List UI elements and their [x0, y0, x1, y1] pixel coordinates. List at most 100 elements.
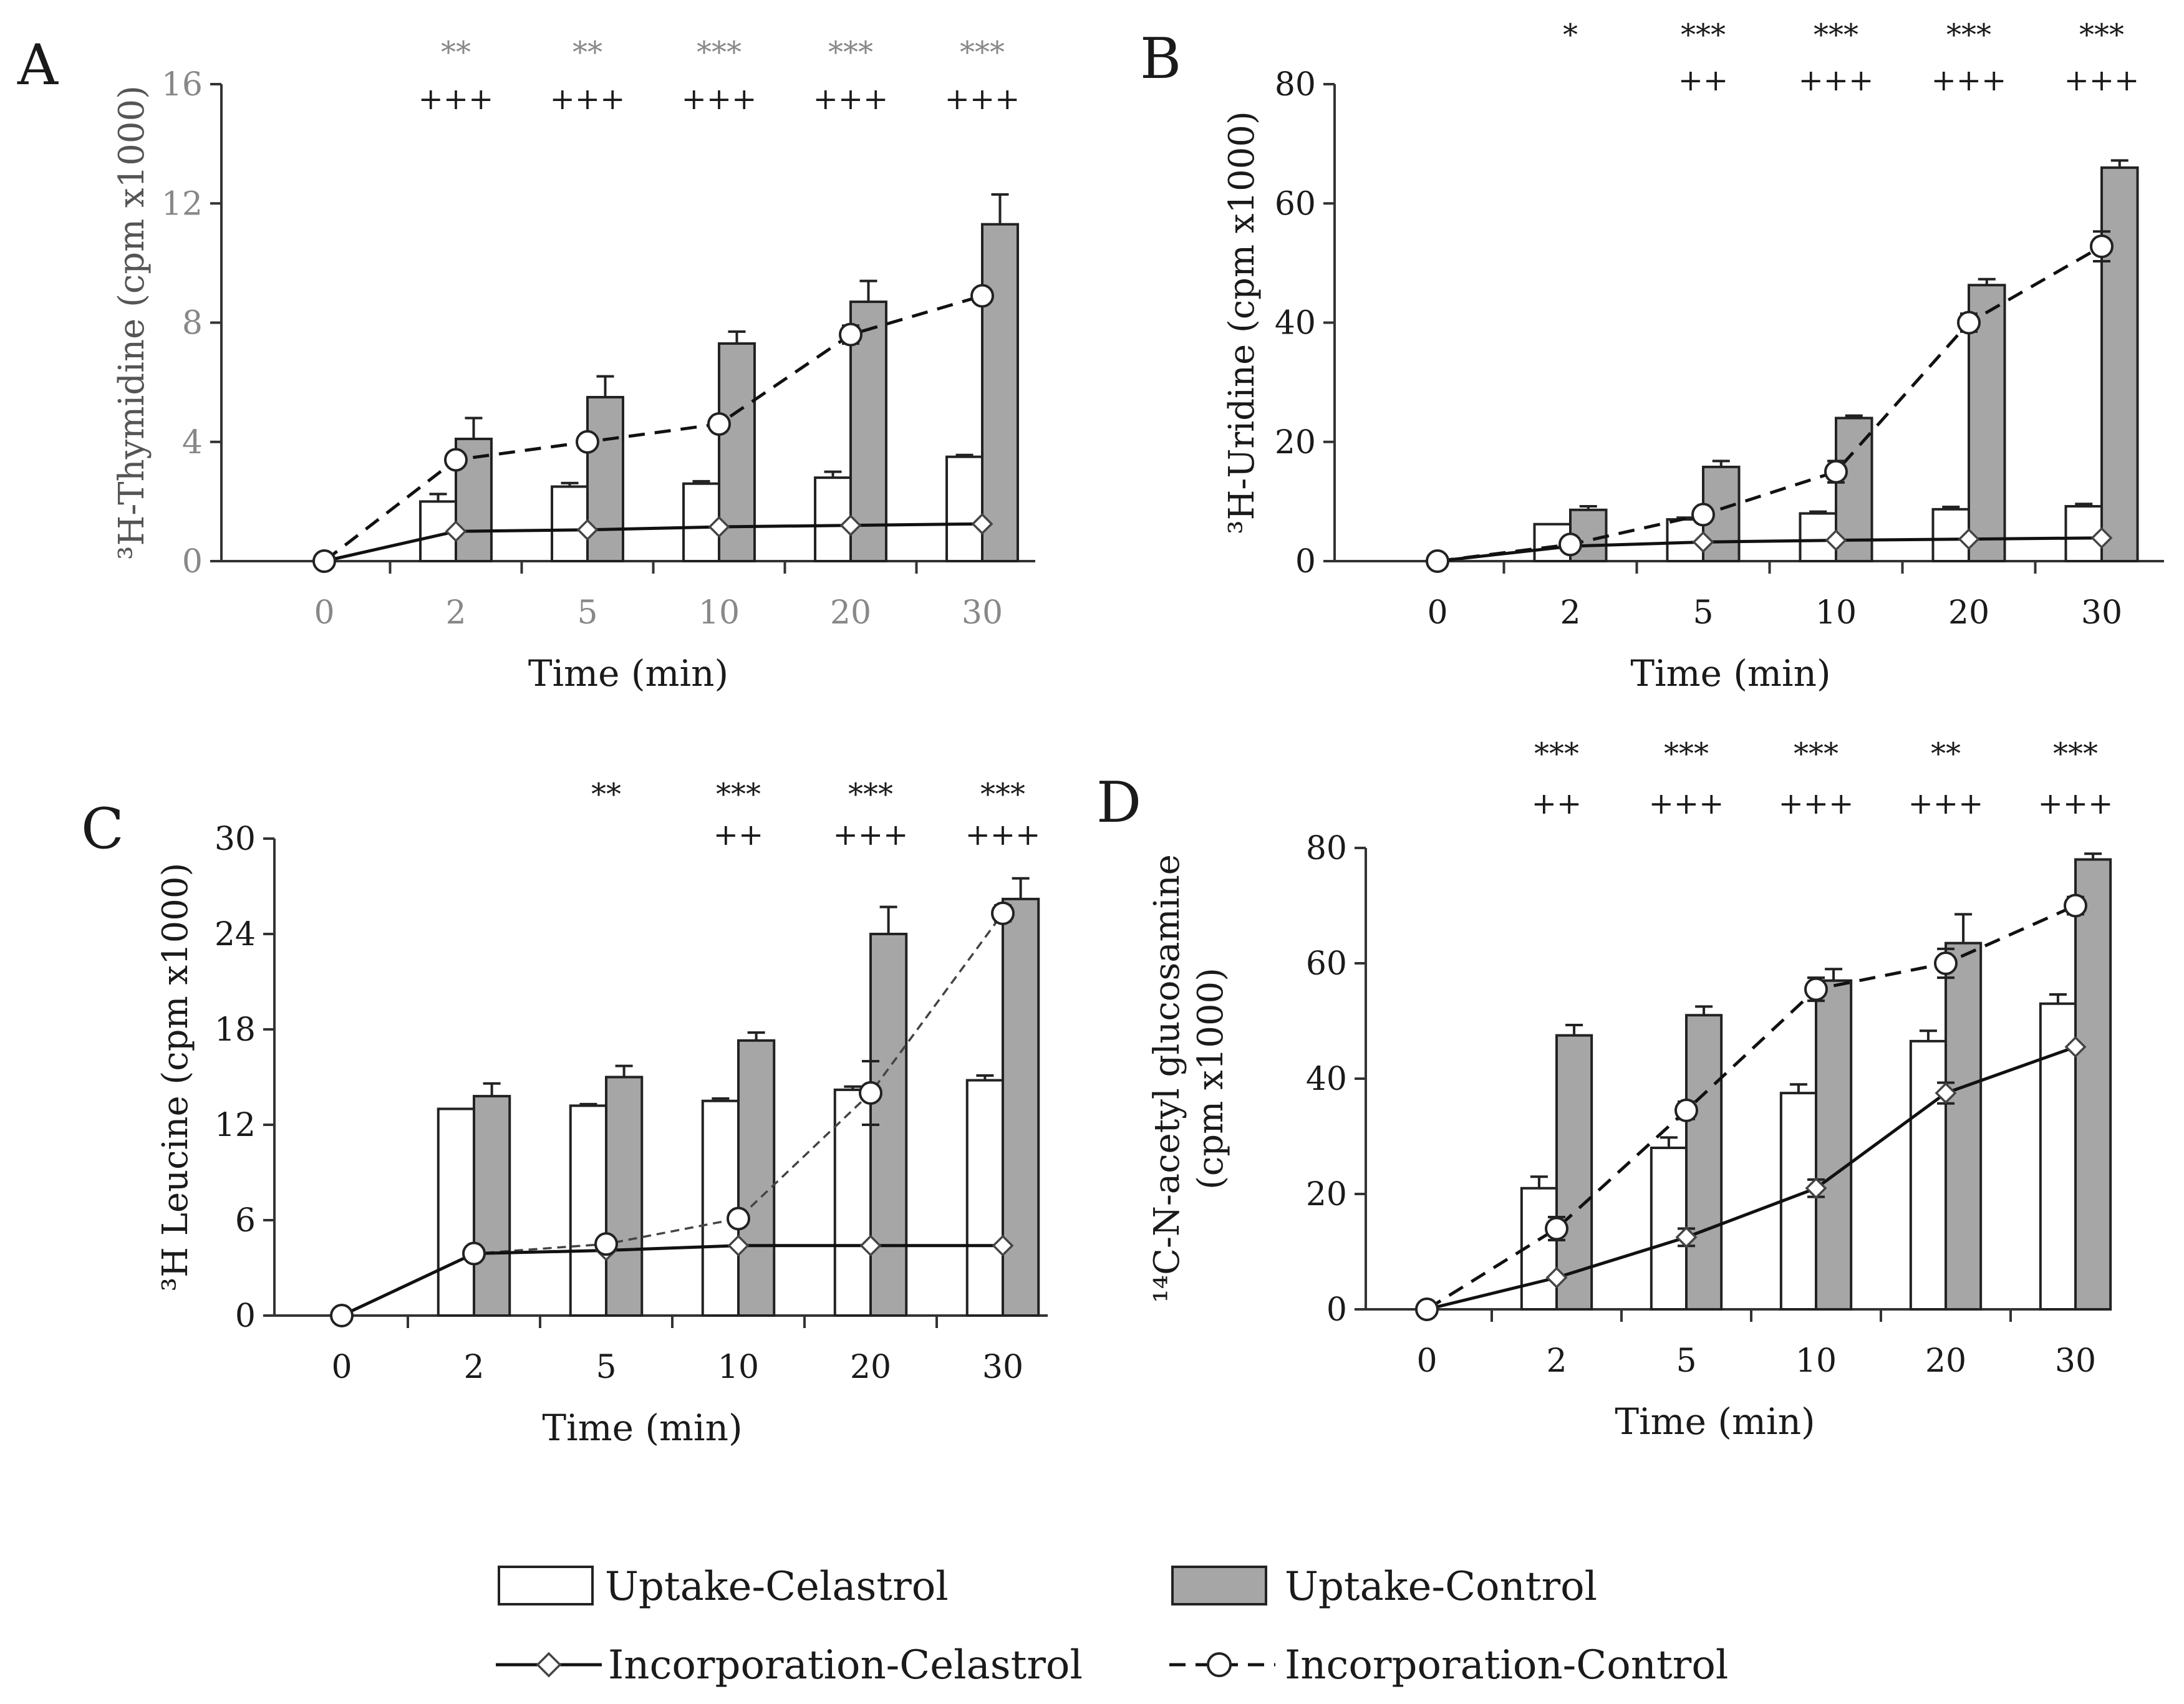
- marker-incorporation-control: [970, 284, 994, 308]
- legend-swatch-uptake-celastrol: [498, 1566, 594, 1605]
- marker-incorporation-celastrol: [1825, 529, 1847, 552]
- bar-uptake-celastrol: [814, 476, 853, 562]
- x-tick-label: 5: [596, 1349, 616, 1386]
- significance-star-label: ***: [1946, 17, 1991, 52]
- marker-incorporation-control: [1558, 532, 1582, 557]
- legend-circle-icon: [1207, 1652, 1232, 1677]
- significance-plus-label: +++: [813, 82, 889, 117]
- significance-star-label: **: [573, 35, 602, 70]
- error-bar-uptake-celastrol: [1530, 1175, 1548, 1188]
- bar-uptake-control: [2100, 166, 2139, 562]
- marker-incorporation-celastrol: [992, 1235, 1014, 1257]
- significance-plus-label: +++: [2038, 786, 2114, 821]
- marker-incorporation-celastrol: [1675, 1226, 1698, 1248]
- significance-plus-label: +++: [418, 82, 494, 117]
- x-tick-label: 10: [1795, 1342, 1837, 1380]
- marker-incorporation-celastrol: [576, 519, 599, 541]
- x-tick-label: 0: [1427, 594, 1447, 632]
- bar-uptake-control: [473, 1095, 511, 1317]
- significance-plus-label: +++: [1931, 63, 2007, 98]
- error-bar-uptake-control: [483, 1082, 501, 1097]
- significance-plus-label: +++: [2064, 63, 2140, 98]
- legend-label-uptake-celastrol: Uptake-Celastrol: [605, 1564, 949, 1610]
- error-bar-uptake-control: [1565, 1023, 1583, 1036]
- x-tick-label: 0: [314, 594, 334, 632]
- marker-incorporation-celastrol: [2090, 527, 2113, 549]
- significance-plus-label: ++: [1532, 786, 1582, 821]
- bar-uptake-control: [1555, 1034, 1593, 1311]
- error-bar-uptake-celastrol: [2049, 993, 2067, 1004]
- error-bar-uptake-control: [879, 905, 897, 934]
- x-tick-label: 0: [1416, 1342, 1437, 1380]
- bar-uptake-control: [586, 396, 624, 562]
- significance-plus-label: +++: [1779, 786, 1854, 821]
- error-bar-uptake-celastrol: [1789, 1083, 1807, 1094]
- y-tick-label: 24: [215, 916, 256, 953]
- y-tick-label: 8: [182, 305, 203, 342]
- error-bar-uptake-celastrol: [1919, 1029, 1937, 1041]
- marker-incorporation-control: [1426, 549, 1449, 573]
- y-axis-title: ³H-Thymidine (cpm x1000): [112, 85, 152, 560]
- marker-incorporation-control: [2064, 893, 2087, 918]
- significance-star-label: ***: [980, 777, 1025, 812]
- bar-uptake-control: [1002, 897, 1040, 1317]
- marker-incorporation-control: [444, 448, 468, 472]
- bar-uptake-celastrol: [551, 485, 589, 562]
- error-bar-uptake-celastrol: [976, 1074, 994, 1081]
- error-bar-uptake-control: [2110, 159, 2128, 168]
- line-incorporation-celastrol: [324, 522, 983, 563]
- bar-uptake-celastrol: [1909, 1039, 1948, 1311]
- significance-star-label: ***: [828, 35, 873, 70]
- y-tick-label: 80: [1275, 66, 1316, 103]
- x-tick-label: 2: [1546, 1342, 1567, 1380]
- significance-star-label: ***: [716, 777, 761, 812]
- y-tick-label: 40: [1275, 305, 1316, 342]
- marker-incorporation-celastrol: [1805, 1177, 1827, 1200]
- bar-uptake-celastrol: [437, 1107, 476, 1317]
- panel-c: 0 6 12 18 24 30 0 2 5 10 20 30 Time (min) ³H Leucine …: [81, 777, 1048, 1449]
- error-bar-uptake-control: [991, 193, 1009, 224]
- bar-uptake-celastrol: [965, 1079, 1005, 1317]
- significance-plus-label: +++: [1649, 786, 1724, 821]
- marker-incorporation-celastrol: [727, 1235, 750, 1257]
- marker-incorporation-control: [707, 412, 731, 436]
- y-tick-label: 60: [1275, 185, 1316, 223]
- significance-plus-label: +++: [1799, 63, 1874, 98]
- significance-star-label: ***: [1664, 736, 1709, 771]
- y-tick-label: 6: [235, 1202, 256, 1239]
- y-tick-label: 80: [1306, 830, 1347, 867]
- line-incorporation-celastrol: [341, 1244, 1003, 1317]
- significance-plus-label: +++: [965, 817, 1041, 852]
- y-tick-label: 20: [1275, 424, 1316, 461]
- error-bar-uptake-control: [728, 330, 746, 344]
- marker-incorporation-control: [594, 1232, 618, 1256]
- legend-label-uptake-control: Uptake-Control: [1285, 1564, 1597, 1610]
- error-bar-uptake-celastrol: [1660, 1136, 1678, 1148]
- marker-incorporation-control: [330, 1304, 354, 1327]
- x-tick-label: 2: [445, 594, 466, 632]
- panel-letter: D: [1096, 770, 1141, 835]
- legend: Uptake-Celastrol Uptake-Control Incorpor…: [496, 1564, 1728, 1688]
- x-tick-label: 5: [1693, 594, 1713, 632]
- error-bar-uptake-control: [747, 1031, 765, 1041]
- error-bar-uptake-control: [1695, 1005, 1713, 1016]
- panel-letter: C: [81, 796, 124, 862]
- x-tick-label: 5: [1676, 1342, 1696, 1380]
- error-bar-uptake-control: [465, 416, 483, 439]
- significance-plus-label: ++: [713, 817, 763, 852]
- marker-incorporation-control: [1545, 1216, 1568, 1241]
- x-axis-title: Time (min): [528, 652, 728, 695]
- panel-letter: A: [17, 32, 59, 98]
- marker-incorporation-control: [727, 1206, 750, 1231]
- error-bar-uptake-celastrol: [2075, 503, 2093, 507]
- marker-incorporation-control: [1824, 460, 1848, 484]
- line-incorporation-control: [1426, 904, 2077, 1311]
- x-axis-title: Time (min): [1615, 1400, 1815, 1443]
- error-bar-uptake-celastrol: [1942, 505, 1960, 509]
- y-tick-label: 4: [182, 424, 203, 461]
- significance-star-label: ***: [1681, 17, 1726, 52]
- y-tick-label: 18: [215, 1011, 256, 1049]
- marker-incorporation-celastrol: [445, 520, 467, 542]
